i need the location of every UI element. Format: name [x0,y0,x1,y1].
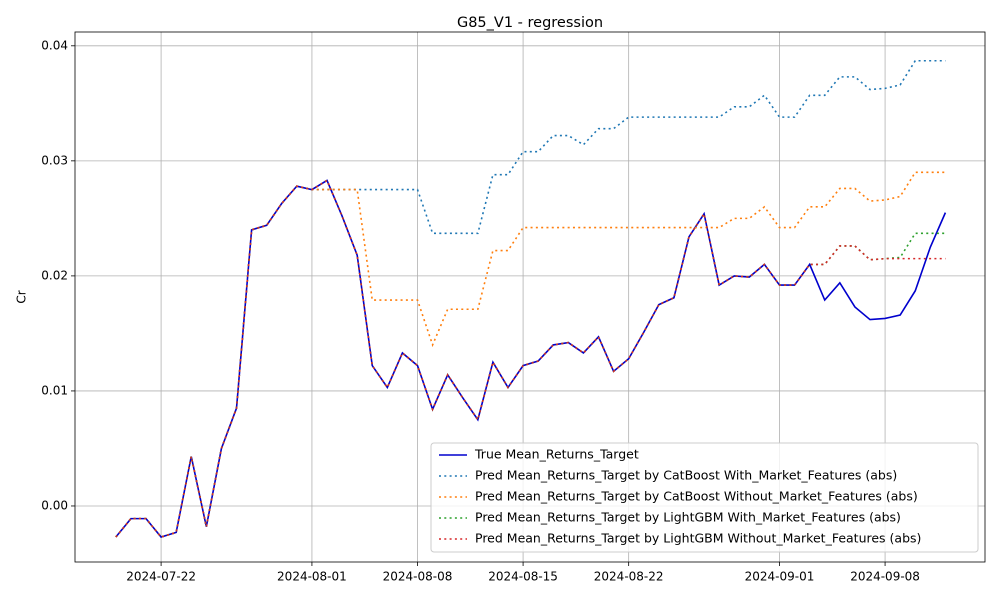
legend-label: Pred Mean_Returns_Target by CatBoost Wit… [475,468,897,483]
legend-label: Pred Mean_Returns_Target by LightGBM Wit… [475,531,921,546]
y-tick-label: 0.03 [41,153,68,167]
y-tick-label: 0.00 [41,498,68,512]
legend-label: Pred Mean_Returns_Target by LightGBM Wit… [475,510,901,525]
plot-frame [74,31,986,563]
x-tick-label: 2024-09-08 [850,570,920,584]
series-line [115,179,946,538]
legend-label: Pred Mean_Returns_Target by CatBoost Wit… [475,489,918,504]
x-tick-label: 2024-08-08 [383,570,453,584]
x-tick-label: 2024-08-01 [277,570,347,584]
chart-title: G85_V1 - regression [457,15,603,31]
x-tick-label: 2024-08-22 [594,570,664,584]
y-tick-label: 0.01 [41,383,68,397]
x-tick-label: 2024-08-15 [488,570,558,584]
y-tick-label: 0.02 [41,268,68,282]
y-tick-label: 0.04 [41,38,68,52]
legend-label: True Mean_Returns_Target [474,447,639,462]
y-axis-label: Cr [15,290,29,303]
legend-box [430,442,979,553]
x-tick-label: 2024-09-01 [745,570,815,584]
x-tick-label: 2024-07-22 [126,570,196,584]
